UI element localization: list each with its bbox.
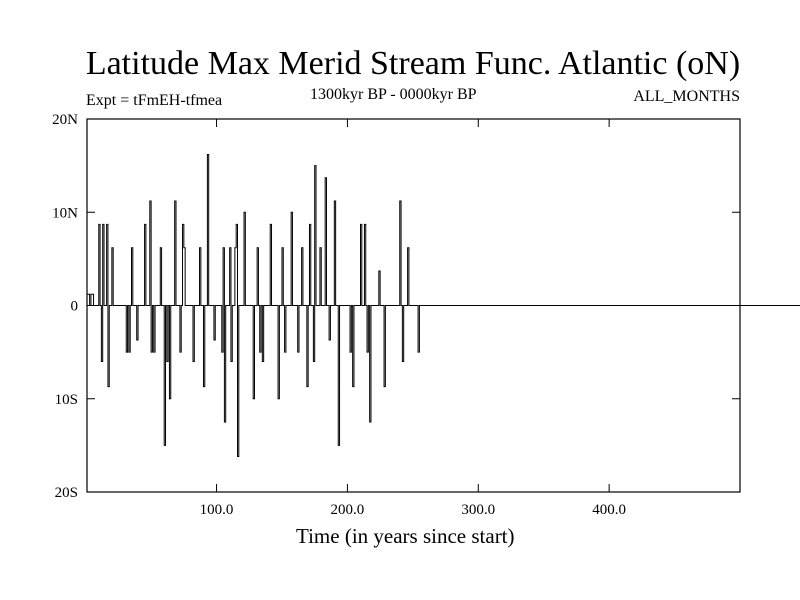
x-axis-label: Time (in years since start) bbox=[296, 524, 515, 548]
experiment-label: Expt = tFmEH-tfmea bbox=[86, 92, 223, 109]
y-tick-label: 10S bbox=[55, 392, 78, 408]
x-tick-label: 300.0 bbox=[461, 502, 495, 518]
chart-title: Latitude Max Merid Stream Func. Atlantic… bbox=[85, 45, 741, 82]
y-axis: 20N 10N 0 10S 20S bbox=[52, 112, 740, 501]
months-label: ALL_MONTHS bbox=[633, 88, 740, 105]
x-tick-label: 100.0 bbox=[200, 502, 234, 518]
y-tick-label: 20S bbox=[55, 485, 78, 501]
x-tick-label: 200.0 bbox=[331, 502, 365, 518]
y-tick-label: 0 bbox=[71, 299, 79, 315]
x-axis: 100.0 200.0 300.0 400.0 bbox=[200, 119, 626, 518]
series-line bbox=[87, 153, 800, 458]
y-tick-label: 10N bbox=[52, 205, 78, 221]
x-tick-label: 400.0 bbox=[592, 502, 626, 518]
period-label: 1300kyr BP - 0000kyr BP bbox=[310, 86, 477, 103]
y-tick-label: 20N bbox=[52, 112, 78, 128]
